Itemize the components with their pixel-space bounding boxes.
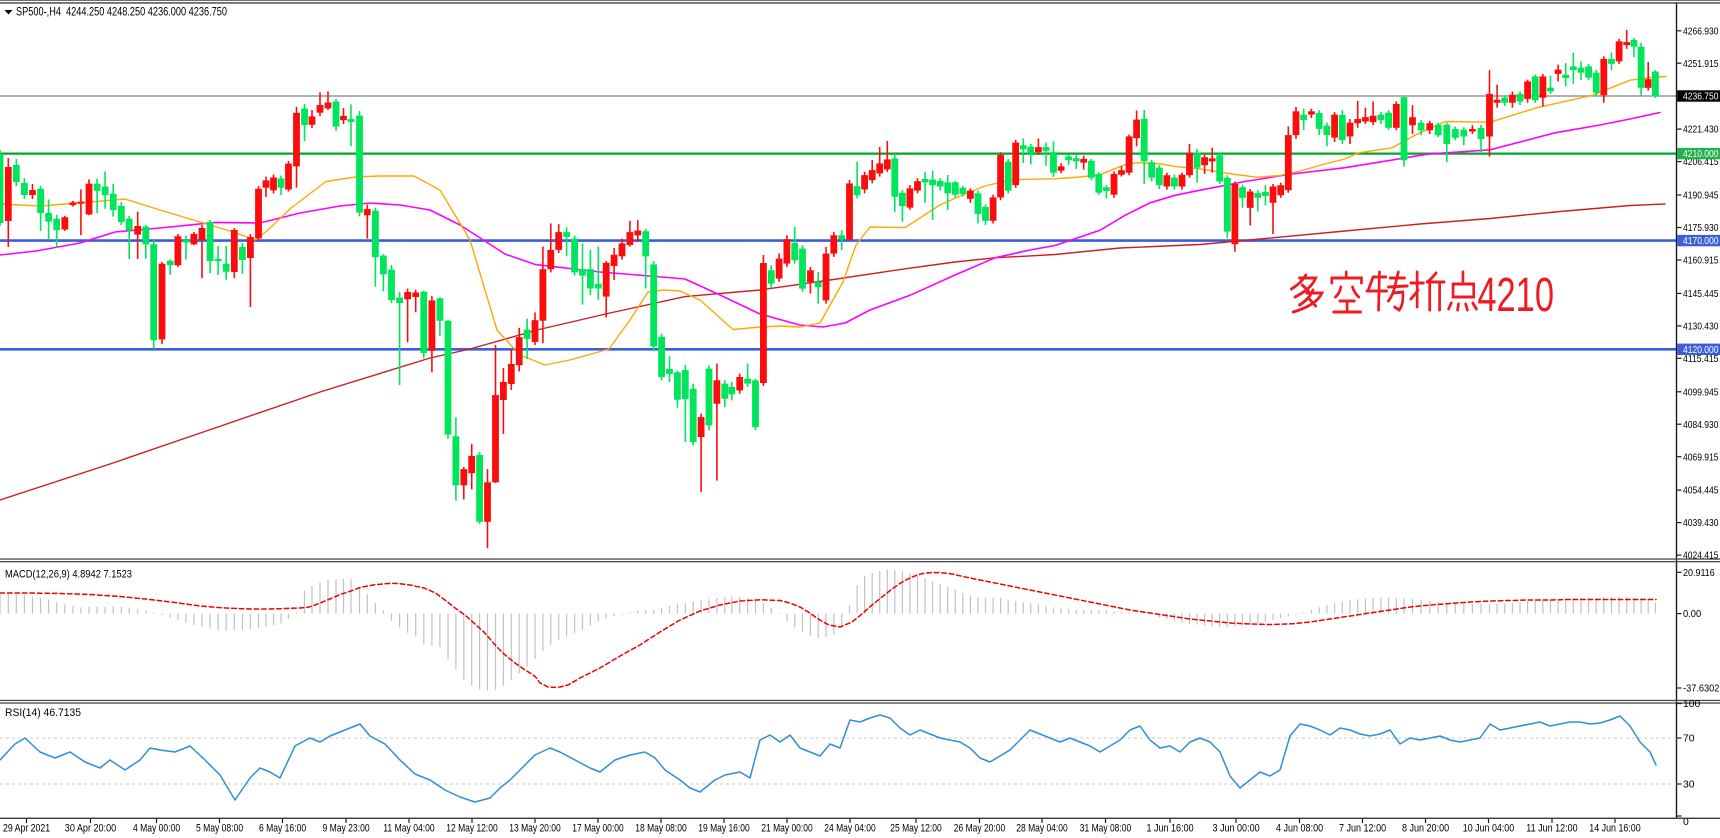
svg-text:1 Jun 16:00: 1 Jun 16:00 bbox=[1147, 823, 1194, 835]
svg-text:RSI(14) 46.7135: RSI(14) 46.7135 bbox=[5, 707, 81, 719]
svg-text:4160.915: 4160.915 bbox=[1683, 256, 1719, 267]
svg-text:4084.930: 4084.930 bbox=[1683, 420, 1719, 431]
svg-text:30 Apr 20:00: 30 Apr 20:00 bbox=[65, 823, 116, 835]
svg-text:4099.945: 4099.945 bbox=[1683, 387, 1719, 398]
svg-text:4190.945: 4190.945 bbox=[1683, 191, 1719, 202]
svg-text:26 May 20:00: 26 May 20:00 bbox=[954, 823, 1005, 835]
svg-text:4 May 00:00: 4 May 00:00 bbox=[133, 823, 180, 835]
svg-text:4266.930: 4266.930 bbox=[1683, 26, 1719, 37]
svg-text:13 May 20:00: 13 May 20:00 bbox=[509, 823, 560, 835]
svg-text:5 May 08:00: 5 May 08:00 bbox=[196, 823, 243, 835]
svg-text:4170.000: 4170.000 bbox=[1683, 236, 1719, 247]
svg-text:4236.750: 4236.750 bbox=[1683, 92, 1719, 103]
svg-text:3 Jun 00:00: 3 Jun 00:00 bbox=[1213, 823, 1260, 835]
svg-text:31 May 08:00: 31 May 08:00 bbox=[1080, 823, 1131, 835]
svg-text:10 Jun 04:00: 10 Jun 04:00 bbox=[1463, 823, 1514, 835]
svg-text:11 May 04:00: 11 May 04:00 bbox=[383, 823, 434, 835]
svg-text:MACD(12,26,9) 4.8942 7.1523: MACD(12,26,9) 4.8942 7.1523 bbox=[5, 569, 132, 581]
svg-text:SP500-,H4 4244.250 4248.250 4: SP500-,H4 4244.250 4248.250 4236.000 423… bbox=[16, 6, 227, 19]
svg-text:17 May 00:00: 17 May 00:00 bbox=[572, 823, 623, 835]
svg-text:4069.915: 4069.915 bbox=[1683, 452, 1719, 463]
svg-text:19 May 16:00: 19 May 16:00 bbox=[698, 823, 749, 835]
svg-text:100: 100 bbox=[1683, 699, 1701, 710]
svg-text:8 Jun 20:00: 8 Jun 20:00 bbox=[1402, 823, 1449, 835]
svg-text:4251.915: 4251.915 bbox=[1683, 59, 1719, 70]
svg-text:4130.430: 4130.430 bbox=[1683, 322, 1719, 333]
svg-text:4115.415: 4115.415 bbox=[1683, 354, 1719, 365]
svg-text:29 Apr 2021: 29 Apr 2021 bbox=[3, 823, 50, 835]
svg-text:28 May 04:00: 28 May 04:00 bbox=[1016, 823, 1067, 835]
svg-text:12 May 12:00: 12 May 12:00 bbox=[446, 823, 497, 835]
svg-text:0.00: 0.00 bbox=[1683, 609, 1701, 620]
svg-text:0: 0 bbox=[1683, 817, 1689, 828]
svg-text:4120.000: 4120.000 bbox=[1683, 345, 1719, 356]
svg-text:9 May 23:00: 9 May 23:00 bbox=[323, 823, 370, 835]
svg-text:6 May 16:00: 6 May 16:00 bbox=[259, 823, 306, 835]
svg-text:4175.930: 4175.930 bbox=[1683, 223, 1719, 234]
svg-text:20.9116: 20.9116 bbox=[1683, 568, 1715, 579]
svg-text:24 May 04:00: 24 May 04:00 bbox=[824, 823, 875, 835]
svg-text:4206.415: 4206.415 bbox=[1683, 157, 1719, 168]
svg-text:-37.6302: -37.6302 bbox=[1683, 684, 1720, 695]
svg-text:4210: 4210 bbox=[1477, 267, 1554, 321]
svg-text:21 May 00:00: 21 May 00:00 bbox=[761, 823, 812, 835]
svg-text:30: 30 bbox=[1683, 780, 1695, 791]
svg-text:11 Jun 12:00: 11 Jun 12:00 bbox=[1526, 823, 1577, 835]
svg-text:4210.000: 4210.000 bbox=[1683, 149, 1719, 160]
svg-text:4024.415: 4024.415 bbox=[1683, 551, 1719, 562]
svg-text:25 May 12:00: 25 May 12:00 bbox=[890, 823, 941, 835]
svg-text:7 Jun 12:00: 7 Jun 12:00 bbox=[1339, 823, 1386, 835]
svg-text:4221.430: 4221.430 bbox=[1683, 125, 1719, 136]
svg-text:4039.430: 4039.430 bbox=[1683, 518, 1719, 529]
svg-text:18 May 08:00: 18 May 08:00 bbox=[635, 823, 686, 835]
svg-text:4 Jun 08:00: 4 Jun 08:00 bbox=[1276, 823, 1323, 835]
svg-text:14 Jun 16:00: 14 Jun 16:00 bbox=[1589, 823, 1640, 835]
svg-text:4054.445: 4054.445 bbox=[1683, 486, 1719, 497]
svg-text:4145.445: 4145.445 bbox=[1683, 289, 1719, 300]
svg-text:70: 70 bbox=[1683, 734, 1695, 745]
